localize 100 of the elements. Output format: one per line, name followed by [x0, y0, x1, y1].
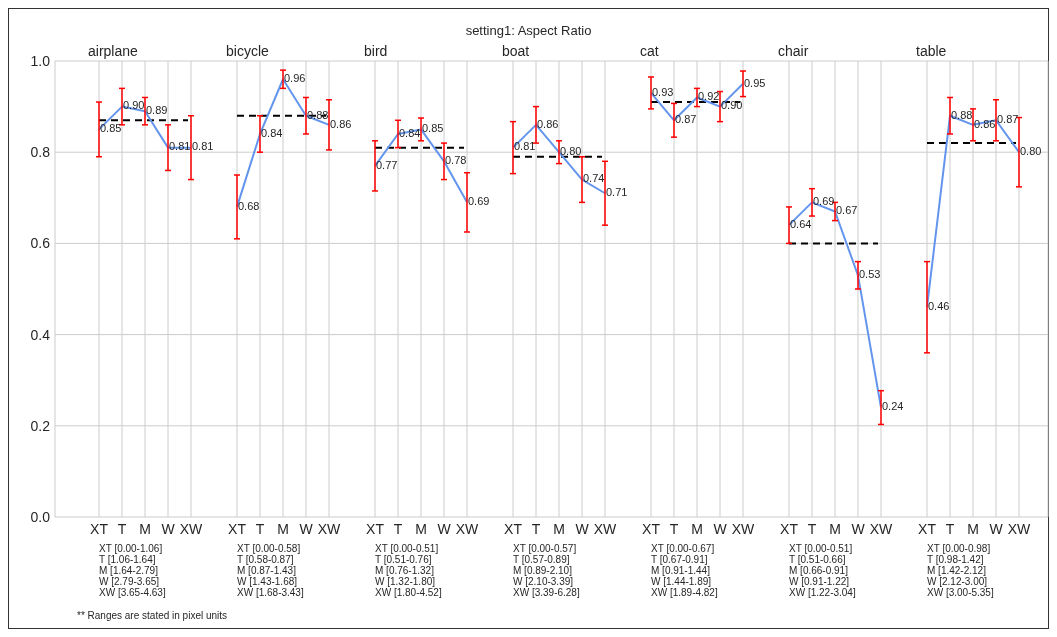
text: M [1.64-2.79]: [99, 565, 159, 576]
data-label: 0.46: [928, 300, 950, 313]
x-tick-label: XT: [780, 521, 799, 537]
text: XW [1.68-3.43]: [237, 587, 304, 598]
text: XT [0.00-0.98]: [927, 543, 991, 554]
data-label: 0.74: [583, 172, 605, 185]
x-tick-label: W: [575, 521, 590, 537]
text: XT [0.00-0.58]: [237, 543, 301, 554]
data-label: 0.24: [882, 400, 904, 413]
text: XT [0.00-0.51]: [375, 543, 439, 554]
x-tick-label: W: [299, 521, 314, 537]
x-tick-label: XW: [731, 521, 756, 537]
text: XW [1.89-4.82]: [651, 587, 718, 598]
text: T [0.58-0.87]: [237, 554, 294, 565]
x-tick-label: XT: [90, 521, 109, 537]
data-label: 0.53: [859, 268, 881, 281]
x-tick-label: W: [437, 521, 452, 537]
y-tick-label: 0.6: [30, 235, 51, 252]
text: M [0.66-0.91]: [789, 565, 849, 576]
data-label: 0.69: [468, 195, 490, 208]
x-tick-label: XT: [504, 521, 523, 537]
text: M [1.42-2.12]: [927, 565, 987, 576]
x-tick-label: W: [851, 521, 866, 537]
x-tick-label: M: [553, 521, 565, 537]
data-label: 0.81: [514, 140, 536, 153]
chart-subtitle: airplane: [88, 43, 139, 59]
text: M [0.91-1.44]: [651, 565, 711, 576]
chart-title: setting1: Aspect Ratio: [465, 23, 592, 38]
text: W [2.10-3.39]: [513, 576, 574, 587]
data-label: 0.87: [675, 113, 697, 126]
text: XW [1.80-4.52]: [375, 587, 442, 598]
text: XW [1.22-3.04]: [789, 587, 856, 598]
chart-subtitle: bicycle: [226, 43, 270, 59]
data-label: 0.95: [744, 76, 766, 89]
data-label: 0.81: [192, 140, 214, 153]
x-tick-label: M: [415, 521, 427, 537]
x-tick-label: M: [967, 521, 979, 537]
x-tick-label: M: [691, 521, 703, 537]
data-label: 0.92: [698, 90, 720, 103]
x-tick-label: W: [989, 521, 1004, 537]
data-label: 0.64: [790, 218, 812, 231]
x-tick-label: M: [829, 521, 841, 537]
x-tick-label: W: [713, 521, 728, 537]
x-tick-label: T: [807, 521, 817, 537]
x-tick-label: XT: [366, 521, 385, 537]
data-label: 0.69: [813, 195, 835, 208]
data-label: 0.89: [146, 104, 168, 117]
text: M [0.87-1.43]: [237, 565, 297, 576]
chart-subtitle: boat: [502, 43, 530, 59]
data-label: 0.78: [445, 154, 467, 167]
x-tick-label: T: [945, 521, 955, 537]
data-label: 0.68: [238, 199, 260, 212]
data-label: 0.90: [721, 99, 743, 112]
x-tick-label: XW: [593, 521, 618, 537]
text: XW [3.39-6.28]: [513, 587, 580, 598]
x-tick-label: XT: [228, 521, 247, 537]
data-label: 0.80: [1020, 145, 1042, 158]
x-tick-label: XW: [1007, 521, 1032, 537]
data-label: 0.86: [537, 117, 559, 130]
text: W [2.79-3.65]: [99, 576, 160, 587]
text: XW [3.65-4.63]: [99, 587, 166, 598]
data-label: 0.67: [836, 204, 858, 217]
x-tick-label: XW: [179, 521, 204, 537]
chart-subtitle: table: [916, 43, 947, 59]
x-tick-label: XT: [918, 521, 937, 537]
chart-subtitle: cat: [640, 43, 659, 59]
data-label: 0.71: [606, 186, 628, 199]
y-tick-label: 0.8: [30, 144, 51, 161]
data-label: 0.85: [100, 122, 122, 135]
x-tick-label: M: [277, 521, 289, 537]
text: W [1.44-1.89]: [651, 576, 712, 587]
y-tick-label: 0.4: [30, 326, 51, 343]
text: XT [0.00-0.57]: [513, 543, 577, 554]
x-tick-label: T: [669, 521, 679, 537]
text: XT [0.00-0.51]: [789, 543, 853, 554]
x-tick-label: T: [117, 521, 127, 537]
x-tick-label: T: [255, 521, 265, 537]
x-tick-label: M: [139, 521, 151, 537]
text: T [0.51-0.76]: [375, 554, 432, 565]
text: W [1.43-1.68]: [237, 576, 298, 587]
x-tick-label: XT: [642, 521, 661, 537]
y-tick-label: 0.2: [30, 417, 51, 434]
chart-subtitle: bird: [364, 43, 388, 59]
data-label: 0.85: [422, 122, 444, 135]
data-label: 0.84: [261, 126, 283, 139]
data-label: 0.93: [652, 85, 674, 98]
data-label: 0.90: [123, 99, 145, 112]
data-label: 0.80: [560, 145, 582, 158]
data-label: 0.77: [376, 158, 398, 171]
x-tick-label: T: [393, 521, 403, 537]
text: T [0.57-0.89]: [513, 554, 570, 565]
text: T [0.51-0.66]: [789, 554, 846, 565]
text: W [0.91-1.22]: [789, 576, 850, 587]
x-tick-label: XW: [869, 521, 894, 537]
text: T [1.06-1.64]: [99, 554, 156, 565]
text: ** Ranges are stated in pixel units: [77, 610, 228, 621]
text: M [0.89-2.10]: [513, 565, 573, 576]
data-label: 0.86: [330, 117, 352, 130]
data-label: 0.87: [997, 113, 1019, 126]
text: W [2.12-3.00]: [927, 576, 988, 587]
